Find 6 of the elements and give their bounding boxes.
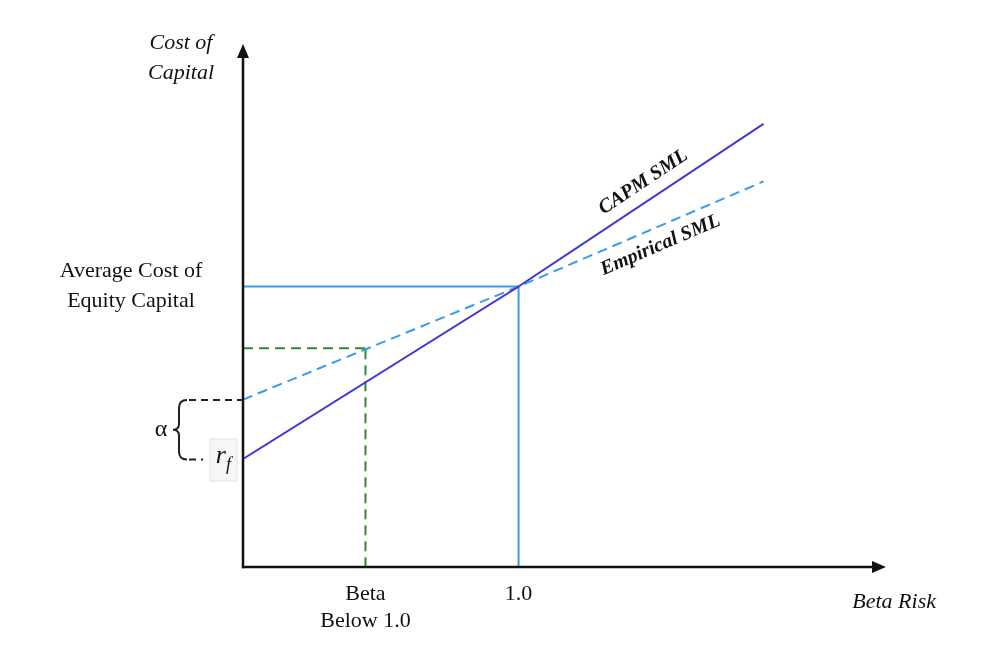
x-tick-label: 1.0 xyxy=(504,580,533,606)
ref-line-label: Average Cost of Equity Capital xyxy=(59,257,203,313)
x-axis-title: Beta Risk xyxy=(852,587,938,613)
y-axis-title: Cost of Capital xyxy=(147,28,216,84)
x-tick-label: Beta Below 1.0 xyxy=(320,580,411,632)
text: α xyxy=(154,414,168,441)
